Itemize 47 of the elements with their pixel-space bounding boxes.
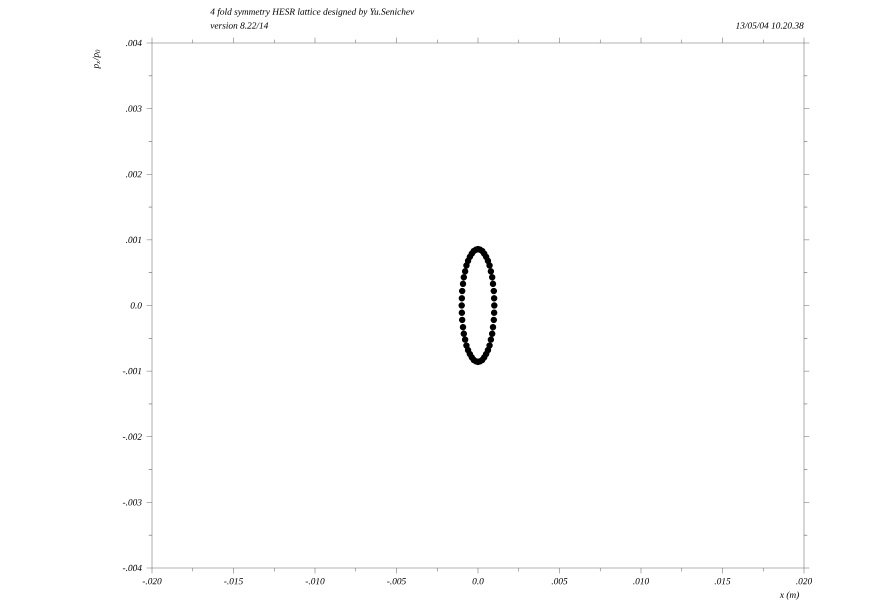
y-axis-title: p$_{x}$/p$_{0}$ <box>92 50 101 70</box>
point <box>463 262 470 269</box>
point <box>462 336 468 343</box>
y-tick-label: .001 <box>126 236 141 244</box>
point <box>460 274 468 280</box>
y-tick-label: .002 <box>126 171 142 178</box>
point <box>490 295 498 302</box>
point <box>460 324 466 330</box>
point <box>460 330 468 337</box>
x-tick-label: .020 <box>796 578 812 584</box>
y-tick-label: -.003 <box>122 499 142 506</box>
y-tick-label: -.002 <box>122 434 142 440</box>
text: 13/05/04 10.20.38 <box>736 22 804 29</box>
x-tick-label: .015 <box>714 578 730 584</box>
x-tick-label: -.020 <box>142 578 162 584</box>
chart-title: 4 fold symmetry HESR lattice designed by Yu.Senichev <box>210 8 414 17</box>
point <box>490 324 496 330</box>
x-tick-label: -.015 <box>224 578 243 584</box>
point <box>490 316 498 324</box>
x-tick-label: -.010 <box>306 578 325 584</box>
point <box>490 280 496 288</box>
point <box>488 274 496 280</box>
x-tick-label: .005 <box>552 578 568 584</box>
point <box>462 268 468 275</box>
y-tick-label: .004 <box>126 40 142 46</box>
point <box>488 268 494 275</box>
point <box>458 288 466 294</box>
y-tick-label: -.001 <box>122 368 141 374</box>
point <box>486 342 493 349</box>
point <box>460 280 466 288</box>
chart-subtitle: version 8.22/14 <box>210 22 268 29</box>
point <box>488 336 494 343</box>
point <box>490 310 498 316</box>
point <box>490 288 498 294</box>
point <box>458 310 466 316</box>
point <box>458 295 466 302</box>
y-tick-label: 0.0 <box>130 302 142 309</box>
x-axis-title: x (m) <box>780 591 799 600</box>
point <box>491 302 498 309</box>
y-tick-label: -.004 <box>122 564 142 572</box>
x-tick-label: .010 <box>633 578 650 584</box>
point <box>458 316 466 324</box>
x-tick-label: -.005 <box>387 578 406 584</box>
point <box>488 330 496 337</box>
x-tick-label: 0.0 <box>472 578 484 584</box>
point <box>458 302 465 309</box>
y-tick-label: .003 <box>126 105 142 112</box>
